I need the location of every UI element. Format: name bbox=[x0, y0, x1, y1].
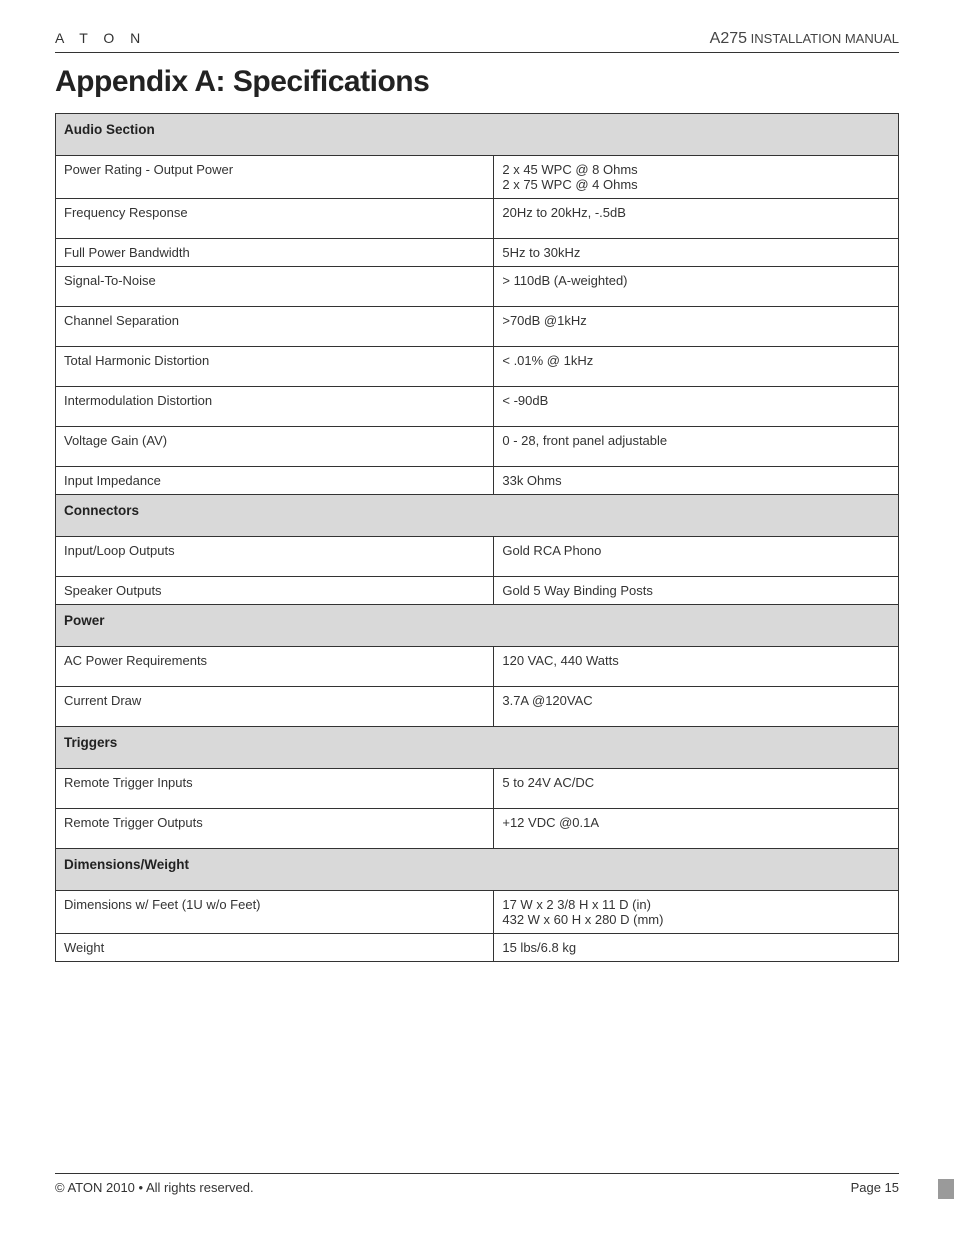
footer-right: Page 15 bbox=[851, 1180, 899, 1195]
spec-value: < .01% @ 1kHz bbox=[494, 347, 899, 387]
table-row: Intermodulation Distortion< -90dB bbox=[56, 387, 899, 427]
spec-table: Audio SectionPower Rating - Output Power… bbox=[55, 113, 899, 962]
spec-value: Gold 5 Way Binding Posts bbox=[494, 577, 899, 605]
spec-value: 5Hz to 30kHz bbox=[494, 239, 899, 267]
table-row: Dimensions w/ Feet (1U w/o Feet)17 W x 2… bbox=[56, 891, 899, 934]
page-tab-icon bbox=[938, 1179, 954, 1199]
section-header: Audio Section bbox=[56, 114, 899, 156]
doc-type-label: INSTALLATION MANUAL bbox=[751, 31, 899, 46]
table-row: Weight15 lbs/6.8 kg bbox=[56, 934, 899, 962]
spec-label: Current Draw bbox=[56, 687, 494, 727]
spec-value: 0 - 28, front panel adjustable bbox=[494, 427, 899, 467]
spec-label: Remote Trigger Outputs bbox=[56, 809, 494, 849]
spec-value: Gold RCA Phono bbox=[494, 537, 899, 577]
spec-label: Full Power Bandwidth bbox=[56, 239, 494, 267]
spec-value: < -90dB bbox=[494, 387, 899, 427]
section-header: Dimensions/Weight bbox=[56, 849, 899, 891]
spec-label: Signal-To-Noise bbox=[56, 267, 494, 307]
spec-value: 33k Ohms bbox=[494, 467, 899, 495]
spec-label: Voltage Gain (AV) bbox=[56, 427, 494, 467]
section-header: Power bbox=[56, 605, 899, 647]
spec-value: 2 x 45 WPC @ 8 Ohms2 x 75 WPC @ 4 Ohms bbox=[494, 156, 899, 199]
table-row: Channel Separation>70dB @1kHz bbox=[56, 307, 899, 347]
spec-label: Input/Loop Outputs bbox=[56, 537, 494, 577]
table-row: Remote Trigger Outputs+12 VDC @0.1A bbox=[56, 809, 899, 849]
spec-label: AC Power Requirements bbox=[56, 647, 494, 687]
spec-value: 15 lbs/6.8 kg bbox=[494, 934, 899, 962]
table-row: Current Draw3.7A @120VAC bbox=[56, 687, 899, 727]
table-row: Input Impedance33k Ohms bbox=[56, 467, 899, 495]
spec-label: Total Harmonic Distortion bbox=[56, 347, 494, 387]
spec-label: Weight bbox=[56, 934, 494, 962]
page: A T O N A275 INSTALLATION MANUAL Appendi… bbox=[0, 0, 954, 1235]
footer-rule bbox=[55, 1173, 899, 1174]
spec-label: Input Impedance bbox=[56, 467, 494, 495]
table-row: Remote Trigger Inputs5 to 24V AC/DC bbox=[56, 769, 899, 809]
spec-label: Remote Trigger Inputs bbox=[56, 769, 494, 809]
spec-value: 120 VAC, 440 Watts bbox=[494, 647, 899, 687]
spec-label: Frequency Response bbox=[56, 199, 494, 239]
section-header: Connectors bbox=[56, 495, 899, 537]
spec-label: Dimensions w/ Feet (1U w/o Feet) bbox=[56, 891, 494, 934]
table-row: AC Power Requirements120 VAC, 440 Watts bbox=[56, 647, 899, 687]
brand-label: A T O N bbox=[55, 30, 146, 46]
table-row: Input/Loop OutputsGold RCA Phono bbox=[56, 537, 899, 577]
footer-row: © ATON 2010 • All rights reserved. Page … bbox=[55, 1180, 899, 1195]
spec-value: 17 W x 2 3/8 H x 11 D (in)432 W x 60 H x… bbox=[494, 891, 899, 934]
model-label: A275 bbox=[710, 30, 747, 47]
doc-title: A275 INSTALLATION MANUAL bbox=[710, 30, 899, 48]
copyright-text: © ATON 2010 • All rights reserved. bbox=[55, 1180, 254, 1195]
spec-value: 20Hz to 20kHz, -.5dB bbox=[494, 199, 899, 239]
table-row: Voltage Gain (AV)0 - 28, front panel adj… bbox=[56, 427, 899, 467]
spec-value: > 110dB (A-weighted) bbox=[494, 267, 899, 307]
page-footer: © ATON 2010 • All rights reserved. Page … bbox=[55, 1173, 899, 1195]
table-row: Full Power Bandwidth5Hz to 30kHz bbox=[56, 239, 899, 267]
spec-value: 5 to 24V AC/DC bbox=[494, 769, 899, 809]
table-row: Signal-To-Noise> 110dB (A-weighted) bbox=[56, 267, 899, 307]
spec-value: 3.7A @120VAC bbox=[494, 687, 899, 727]
spec-value: >70dB @1kHz bbox=[494, 307, 899, 347]
page-header: A T O N A275 INSTALLATION MANUAL bbox=[55, 30, 899, 53]
spec-value: +12 VDC @0.1A bbox=[494, 809, 899, 849]
table-row: Frequency Response20Hz to 20kHz, -.5dB bbox=[56, 199, 899, 239]
table-row: Power Rating - Output Power2 x 45 WPC @ … bbox=[56, 156, 899, 199]
spec-label: Intermodulation Distortion bbox=[56, 387, 494, 427]
spec-label: Speaker Outputs bbox=[56, 577, 494, 605]
section-header: Triggers bbox=[56, 727, 899, 769]
table-row: Total Harmonic Distortion< .01% @ 1kHz bbox=[56, 347, 899, 387]
page-title: Appendix A: Specifications bbox=[55, 65, 899, 99]
spec-label: Power Rating - Output Power bbox=[56, 156, 494, 199]
page-number: Page 15 bbox=[851, 1180, 899, 1195]
spec-label: Channel Separation bbox=[56, 307, 494, 347]
table-row: Speaker OutputsGold 5 Way Binding Posts bbox=[56, 577, 899, 605]
